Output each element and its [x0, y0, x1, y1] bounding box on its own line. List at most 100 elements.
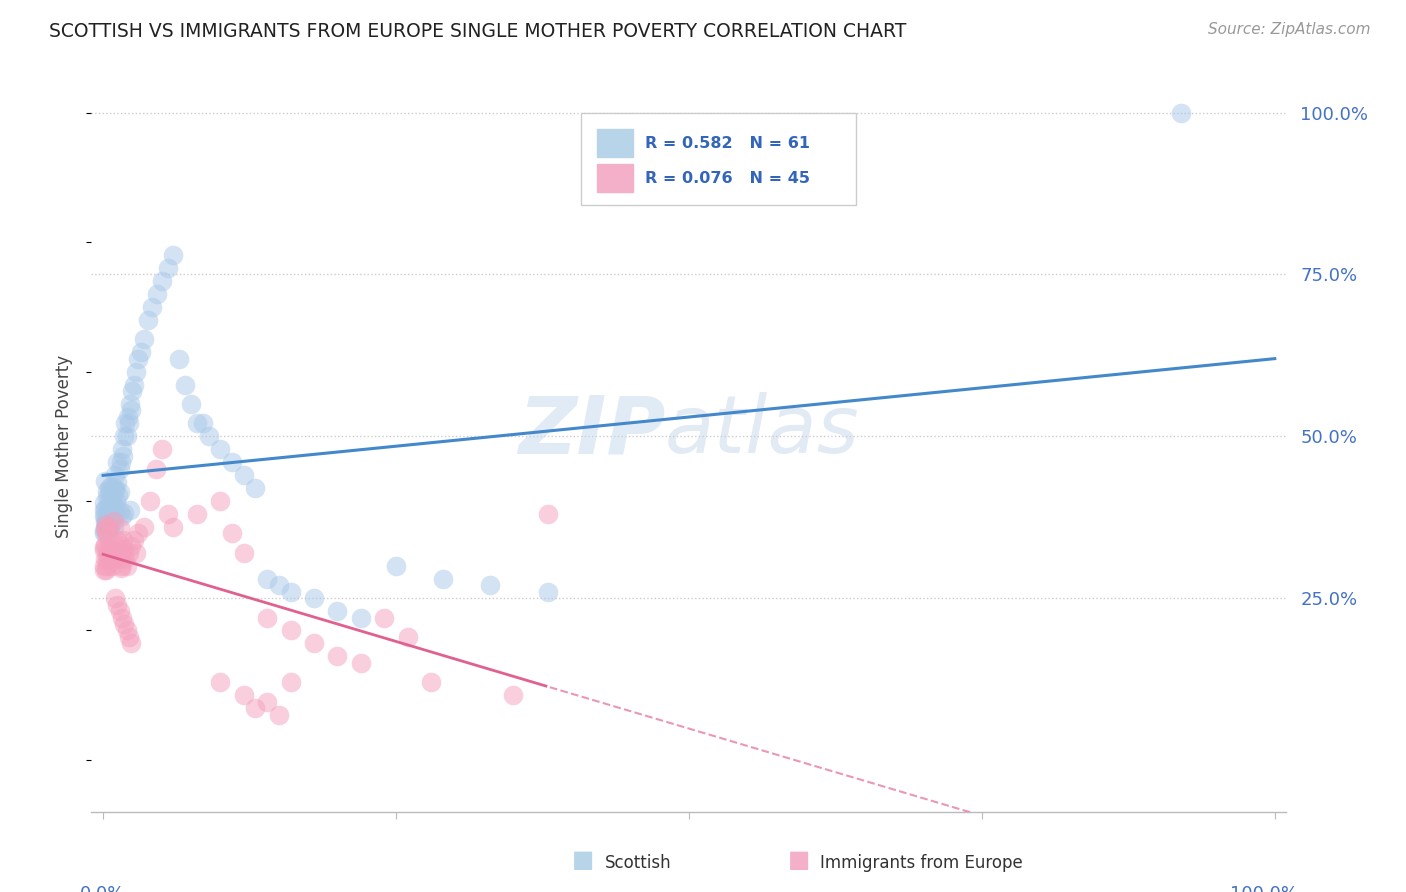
Point — [280, 624, 302, 638]
Point — [94, 520, 117, 534]
Point — [94, 522, 117, 536]
Point — [125, 546, 148, 560]
Point — [245, 701, 267, 715]
Text: 0.0%: 0.0% — [80, 885, 125, 892]
Point — [94, 502, 117, 516]
Point — [121, 384, 143, 398]
Point — [105, 533, 128, 547]
Point — [96, 524, 118, 538]
Point — [127, 351, 149, 366]
Point — [96, 491, 118, 505]
Point — [537, 584, 560, 599]
Point — [93, 508, 115, 523]
Point — [162, 248, 184, 262]
Point — [111, 508, 134, 523]
Point — [93, 563, 115, 577]
Point — [267, 578, 290, 592]
Point — [100, 546, 122, 560]
Point — [118, 630, 141, 644]
Point — [120, 403, 142, 417]
Point — [105, 494, 127, 508]
Point — [232, 546, 254, 560]
Y-axis label: Single Mother Poverty: Single Mother Poverty — [55, 354, 73, 538]
Point — [432, 572, 454, 586]
Point — [232, 468, 254, 483]
Text: R = 0.582   N = 61: R = 0.582 N = 61 — [645, 136, 810, 151]
Point — [111, 610, 134, 624]
Point — [162, 520, 184, 534]
Point — [150, 274, 173, 288]
Point — [112, 506, 135, 520]
Point — [115, 429, 138, 443]
Point — [256, 610, 278, 624]
Text: ■: ■ — [572, 848, 595, 872]
Point — [110, 561, 132, 575]
Point — [180, 397, 202, 411]
Point — [98, 545, 121, 559]
Point — [132, 332, 156, 346]
Point — [111, 442, 134, 457]
Point — [396, 630, 419, 644]
Point — [98, 552, 121, 566]
Point — [103, 483, 125, 497]
Point — [108, 503, 131, 517]
Point — [105, 455, 128, 469]
Point — [108, 461, 131, 475]
Point — [93, 503, 115, 517]
Point — [132, 520, 156, 534]
Point — [97, 507, 120, 521]
Point — [97, 509, 120, 524]
Point — [96, 558, 118, 573]
Point — [280, 675, 302, 690]
Point — [112, 429, 135, 443]
FancyBboxPatch shape — [582, 113, 856, 204]
Point — [221, 455, 243, 469]
Point — [537, 507, 560, 521]
Point — [112, 546, 135, 560]
Point — [127, 526, 149, 541]
Point — [245, 481, 267, 495]
Point — [118, 502, 141, 516]
Point — [256, 695, 278, 709]
Point — [104, 481, 127, 495]
Point — [93, 558, 115, 573]
Point — [104, 468, 127, 483]
Point — [94, 515, 117, 529]
Point — [107, 546, 129, 560]
Point — [96, 550, 118, 565]
Point — [105, 475, 128, 489]
Point — [98, 486, 121, 500]
Point — [191, 417, 214, 431]
Point — [209, 494, 232, 508]
Point — [96, 528, 118, 542]
Point — [112, 533, 135, 547]
Point — [150, 442, 173, 457]
Point — [120, 397, 141, 411]
Point — [97, 519, 120, 533]
Point — [326, 604, 349, 618]
Point — [104, 507, 127, 521]
Point — [98, 552, 120, 566]
Text: ZIP: ZIP — [517, 392, 665, 470]
Point — [169, 351, 191, 366]
Point — [108, 521, 131, 535]
Point — [502, 688, 524, 702]
Point — [103, 520, 125, 534]
Point — [174, 377, 197, 392]
Point — [97, 501, 120, 516]
Point — [478, 578, 501, 592]
Point — [114, 417, 136, 431]
Text: R = 0.076   N = 45: R = 0.076 N = 45 — [645, 170, 810, 186]
Point — [96, 484, 118, 499]
Point — [232, 688, 254, 702]
Point — [101, 490, 124, 504]
Point — [110, 558, 132, 573]
Point — [112, 617, 135, 632]
Point — [104, 546, 127, 560]
Point — [101, 494, 124, 508]
Point — [94, 474, 117, 488]
Point — [93, 542, 115, 557]
Point — [122, 377, 145, 392]
Point — [97, 521, 120, 535]
Point — [156, 260, 179, 275]
